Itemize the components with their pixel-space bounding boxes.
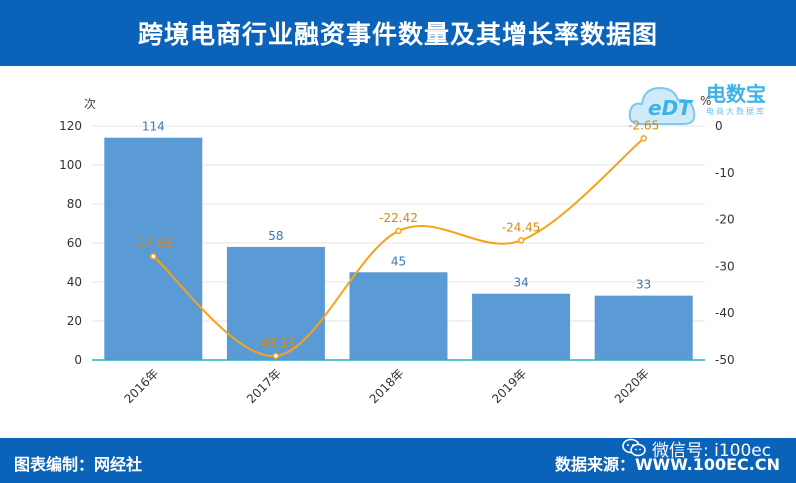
y-tick-label: 120 (59, 119, 82, 133)
growth-rate-label: -24.45 (502, 220, 541, 234)
y2-tick-label: 0 (715, 119, 723, 133)
y-axis-label-right: % (700, 94, 712, 108)
logo-brand: 电数宝 (706, 82, 766, 106)
growth-rate-point (272, 352, 280, 360)
growth-rate-point (517, 237, 525, 244)
chart-title: 跨境电商行业融资事件数量及其增长率数据图 (137, 20, 658, 49)
bar-value-label: 114 (142, 120, 165, 134)
y2-tick-label: -50 (715, 353, 735, 367)
growth-rate-label: -2.65 (628, 118, 659, 132)
bar-value-label: 33 (636, 278, 651, 292)
bar (472, 293, 571, 360)
growth-rate-point (150, 253, 157, 260)
y2-tick-label: -20 (715, 213, 735, 227)
dianshubao-logo: eDT 电数宝 电商大数据库 (626, 74, 796, 144)
y2-tick-label: -10 (715, 166, 735, 180)
x-tick-label: 2018年 (367, 366, 407, 406)
bar-value-label: 45 (391, 254, 406, 268)
wechat-watermark: 微信号: i100ec (622, 433, 771, 463)
bar (349, 272, 448, 360)
logo-subtitle: 电商大数据库 (706, 107, 766, 116)
wechat-id: 微信号: i100ec (652, 440, 772, 461)
y-tick-label: 80 (67, 197, 82, 211)
y-tick-label: 0 (74, 353, 82, 367)
footer-source: 数据来源：WWW.100EC.CN (554, 455, 780, 474)
growth-rate-point (395, 227, 402, 235)
y-tick-label: 60 (67, 236, 82, 250)
chart-header: 跨境电商行业融资事件数量及其增长率数据图 (0, 0, 796, 66)
footer-compiler: 图表编制：网经社 (14, 455, 143, 474)
bar-value-label: 34 (513, 276, 528, 290)
growth-rate-label: -49.13 (257, 336, 296, 350)
logo-edt: eDT (648, 96, 692, 120)
x-tick-label: 2017年 (244, 366, 284, 406)
footer-bar: 图表编制：网经社 数据来源：WWW.100EC.CN (0, 438, 796, 483)
y-tick-label: 40 (67, 275, 82, 289)
growth-rate-label: -27.85 (134, 236, 173, 250)
y2-tick-label: -30 (715, 259, 735, 273)
y-tick-label: 20 (67, 314, 82, 328)
y-axis-label-left: 次 (84, 97, 97, 111)
cloud-icon (628, 86, 696, 125)
x-tick-label: 2019年 (489, 366, 529, 406)
bar-line-chart: 0 20 40 60 80 100 120 0 -10 -20 -30 -40 -50 114 58 45 34… (59, 118, 735, 406)
y-tick-label: 100 (59, 158, 82, 172)
x-tick-label: 2016年 (121, 366, 161, 406)
x-tick-label: 2020年 (612, 366, 652, 406)
wechat-icon (622, 438, 646, 457)
bar (594, 295, 693, 360)
y2-tick-label: -40 (715, 306, 735, 320)
bar (226, 246, 325, 360)
growth-rate-label: -22.42 (379, 211, 418, 225)
bar-value-label: 58 (268, 229, 283, 243)
bar (104, 137, 203, 360)
growth-rate-point (640, 135, 647, 142)
